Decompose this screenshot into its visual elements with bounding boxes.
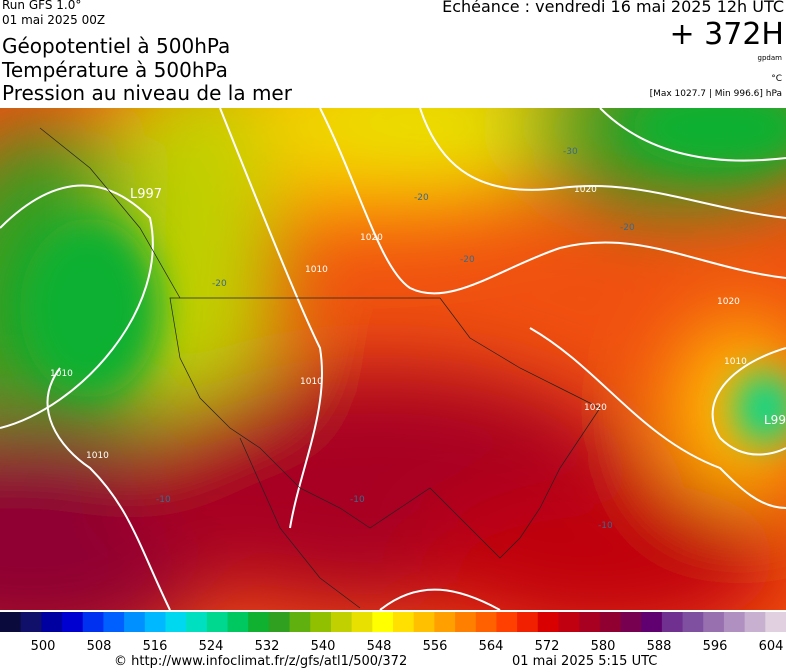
isobar-label: 1010 xyxy=(300,377,323,387)
color-swatch xyxy=(41,612,63,632)
color-swatch xyxy=(475,612,497,632)
isotherm-label: -20 xyxy=(460,255,475,265)
color-swatch xyxy=(206,612,229,632)
color-swatch xyxy=(227,612,249,632)
color-swatch xyxy=(661,612,684,632)
color-swatch xyxy=(517,612,539,632)
run-label: Run GFS 1.0° xyxy=(2,0,82,12)
colorbar-label: 604 xyxy=(759,639,784,654)
color-swatch xyxy=(579,612,601,632)
unit: °C xyxy=(771,74,782,84)
isobar-label: 1010 xyxy=(724,357,747,367)
isotherm-label: -10 xyxy=(350,495,365,505)
color-swatch xyxy=(0,612,22,632)
run-date: 01 mai 2025 00Z xyxy=(2,13,106,27)
color-swatch xyxy=(599,612,622,632)
color-swatch xyxy=(703,612,725,632)
color-swatch xyxy=(744,612,766,632)
colorbar-label: 500 xyxy=(31,639,56,654)
color-swatch xyxy=(641,612,663,632)
color-swatch xyxy=(434,612,456,632)
map: L997 L99 1020 1010 1020 1010 1020 1010 1… xyxy=(0,108,786,610)
low-label: L997 xyxy=(130,187,162,202)
isobar-label: 1010 xyxy=(86,451,109,461)
colorbar-label: 532 xyxy=(255,639,280,654)
isotherm-label: -10 xyxy=(156,495,171,505)
colorbar-label: 524 xyxy=(199,639,224,654)
color-swatch xyxy=(351,612,373,632)
isobar-label: 1020 xyxy=(717,297,740,307)
title: Pression au niveau de la mer xyxy=(2,81,292,105)
source: © http://www.infoclimat.fr/z/gfs/atl1/50… xyxy=(114,654,408,669)
generated: 01 mai 2025 5:15 UTC xyxy=(512,654,658,669)
title: Géopotentiel à 500hPa xyxy=(2,34,231,58)
color-swatch xyxy=(268,612,291,632)
unit: gpdam xyxy=(757,54,782,62)
colorbar-label: 556 xyxy=(423,639,448,654)
pressure-range: [Max 1027.7 | Min 996.6] hPa xyxy=(649,89,782,99)
colorbar-label: 596 xyxy=(703,639,728,654)
color-swatch xyxy=(82,612,104,632)
color-swatch xyxy=(310,612,332,632)
colorbar-label: 572 xyxy=(535,639,560,654)
color-swatch xyxy=(723,612,746,632)
low-label: L99 xyxy=(764,413,786,427)
color-swatch xyxy=(393,612,415,632)
color-swatch xyxy=(124,612,146,632)
color-swatch xyxy=(558,612,580,632)
color-swatch xyxy=(413,612,435,632)
isotherm-label: -30 xyxy=(563,147,578,157)
color-swatch xyxy=(186,612,208,632)
title: Température à 500hPa xyxy=(2,58,228,82)
isotherm-label: -20 xyxy=(414,193,429,203)
color-swatch xyxy=(372,612,394,632)
colorbar-label: 540 xyxy=(311,639,336,654)
color-swatch xyxy=(765,612,786,632)
color-swatch xyxy=(682,612,704,632)
color-swatch xyxy=(103,612,125,632)
lead-time: + 372H xyxy=(669,17,785,52)
isotherm-label: -20 xyxy=(620,223,635,233)
color-swatch xyxy=(289,612,311,632)
isotherm-label: -20 xyxy=(212,279,227,289)
colorbar-label: 508 xyxy=(87,639,112,654)
color-swatch xyxy=(248,612,270,632)
colorbar-label: 580 xyxy=(591,639,616,654)
color-swatch xyxy=(455,612,477,632)
colorbar-label: 516 xyxy=(143,639,168,654)
color-swatch xyxy=(165,612,187,632)
color-swatch xyxy=(144,612,166,632)
isobar-label: 1010 xyxy=(305,265,328,275)
color-swatch xyxy=(62,612,84,632)
colorbar-label: 588 xyxy=(647,639,672,654)
valid-time: Echéance : vendredi 16 mai 2025 12h UTC xyxy=(442,0,784,16)
color-swatch xyxy=(537,612,559,632)
colorbar-label: 564 xyxy=(479,639,504,654)
isobar-label: 1020 xyxy=(574,185,597,195)
colorbar-label: 548 xyxy=(367,639,392,654)
isobar-label: 1010 xyxy=(50,369,73,379)
isotherm-label: -10 xyxy=(598,521,613,531)
color-swatch xyxy=(20,612,42,632)
color-swatch xyxy=(496,612,518,632)
isobar-label: 1020 xyxy=(584,403,607,413)
color-swatch xyxy=(620,612,642,632)
color-swatch xyxy=(330,612,353,632)
isobar-label: 1020 xyxy=(360,233,383,243)
colorbar: 500 508 516 524 532 540 548 556 564 572 580 588 596 6… xyxy=(0,612,786,654)
